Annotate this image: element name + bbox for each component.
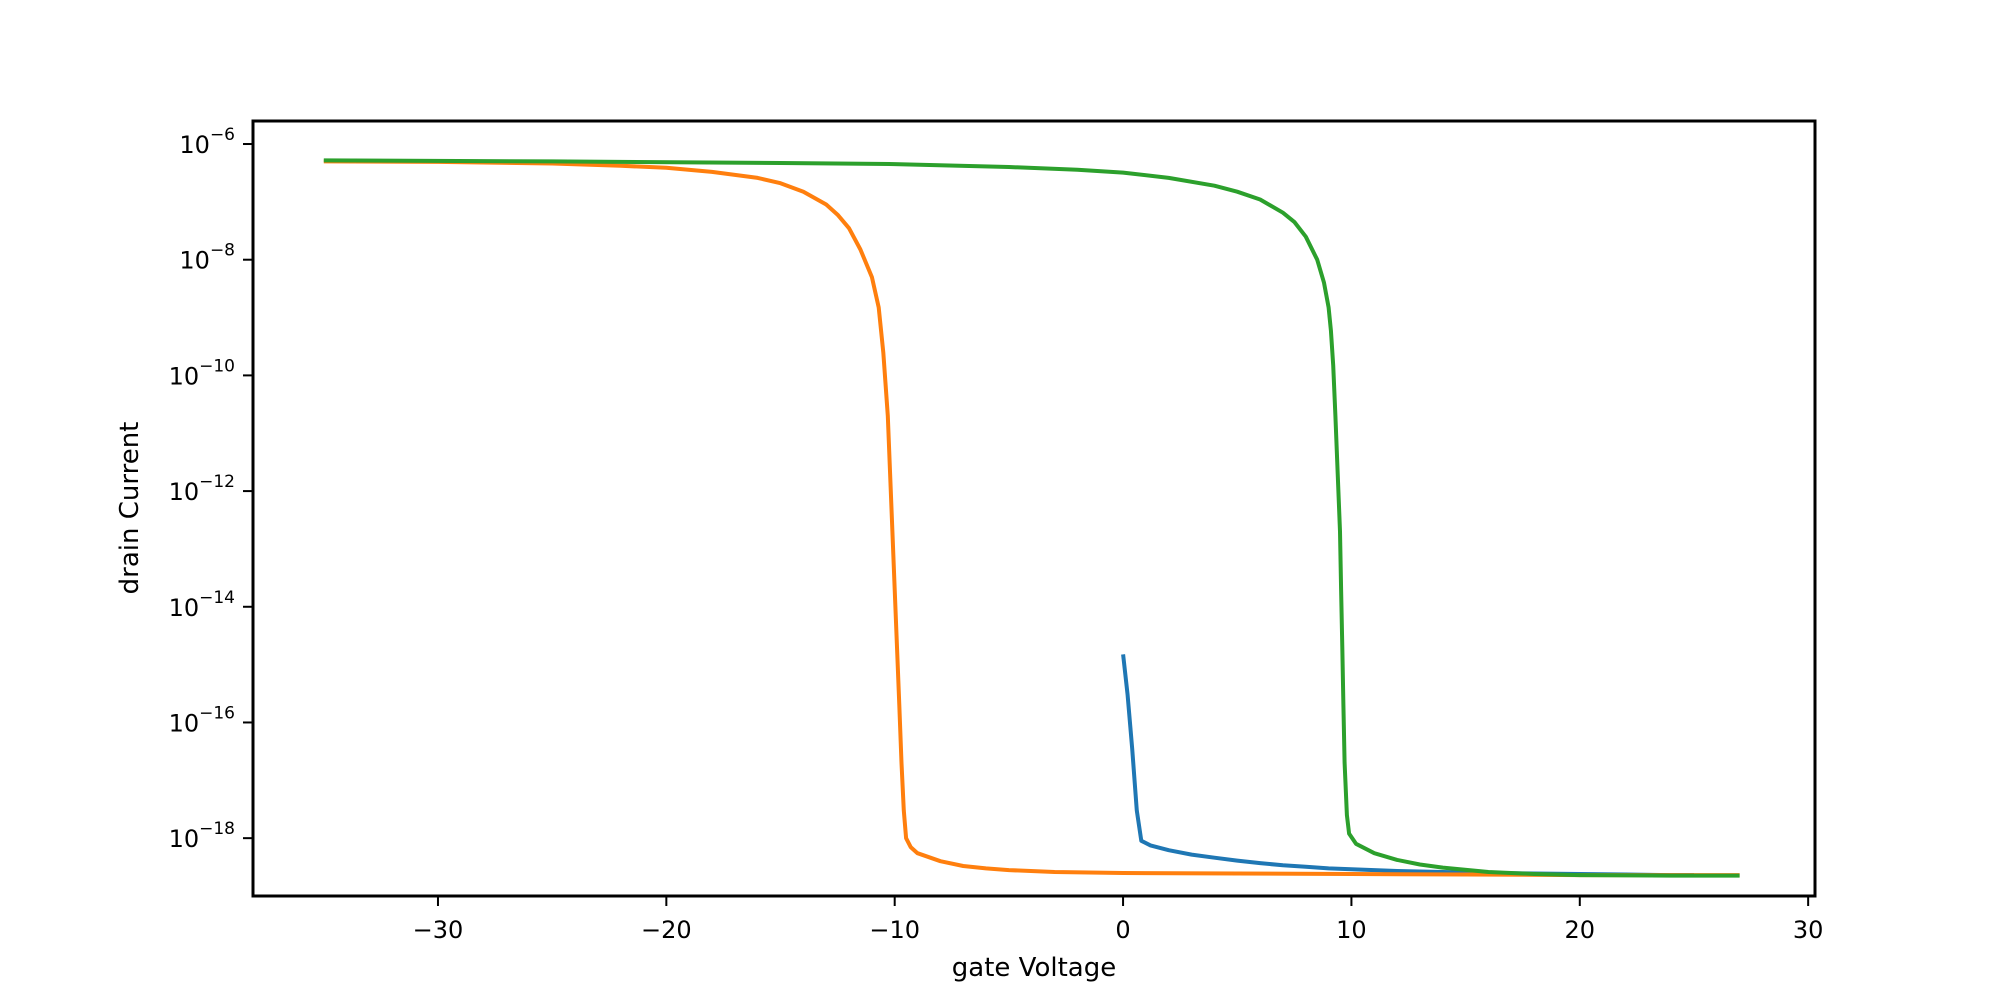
y-tick-exponent: −12 bbox=[199, 472, 235, 492]
y-tick-base: 10 bbox=[169, 478, 200, 506]
y-tick-exponent: −10 bbox=[199, 356, 235, 376]
x-axis-label: gate Voltage bbox=[952, 953, 1116, 983]
y-tick-base: 10 bbox=[169, 825, 200, 853]
x-tick-label: −30 bbox=[413, 916, 464, 944]
plot-frame bbox=[251, 119, 1817, 898]
y-tick-base: 10 bbox=[169, 362, 200, 390]
y-tick-base: 10 bbox=[169, 709, 200, 737]
y-tick-label: 10−16 bbox=[169, 703, 235, 737]
series-layer bbox=[323, 158, 1740, 878]
y-axis-label: drain Current bbox=[115, 422, 145, 595]
y-tick-label: 10−12 bbox=[169, 472, 235, 506]
x-tick-label: 0 bbox=[1115, 916, 1130, 944]
x-axis: −30 −20 −10 0 10 20 30 bbox=[413, 896, 1824, 944]
y-tick-exponent: −8 bbox=[210, 241, 235, 261]
series-line-2 bbox=[323, 159, 1740, 878]
y-tick-label: 10−18 bbox=[169, 819, 235, 853]
y-tick-label: 10−14 bbox=[169, 588, 235, 622]
x-tick-label: 10 bbox=[1336, 916, 1367, 944]
y-tick-label: 10−8 bbox=[179, 241, 235, 275]
y-tick-exponent: −6 bbox=[210, 125, 235, 145]
x-tick-label: 20 bbox=[1565, 916, 1596, 944]
x-tick-label: −20 bbox=[641, 916, 692, 944]
x-tick-label: 30 bbox=[1793, 916, 1824, 944]
y-tick-exponent: −14 bbox=[199, 588, 235, 608]
y-tick-base: 10 bbox=[179, 247, 210, 275]
series-line-3 bbox=[323, 158, 1740, 878]
y-tick-exponent: −16 bbox=[199, 703, 235, 723]
x-tick-label: −10 bbox=[869, 916, 920, 944]
y-tick-exponent: −18 bbox=[199, 819, 235, 839]
y-tick-base: 10 bbox=[169, 594, 200, 622]
y-tick-label: 10−6 bbox=[179, 125, 235, 159]
y-tick-label: 10−10 bbox=[169, 356, 235, 390]
series-line-1 bbox=[1121, 654, 1694, 878]
y-tick-base: 10 bbox=[179, 131, 210, 159]
